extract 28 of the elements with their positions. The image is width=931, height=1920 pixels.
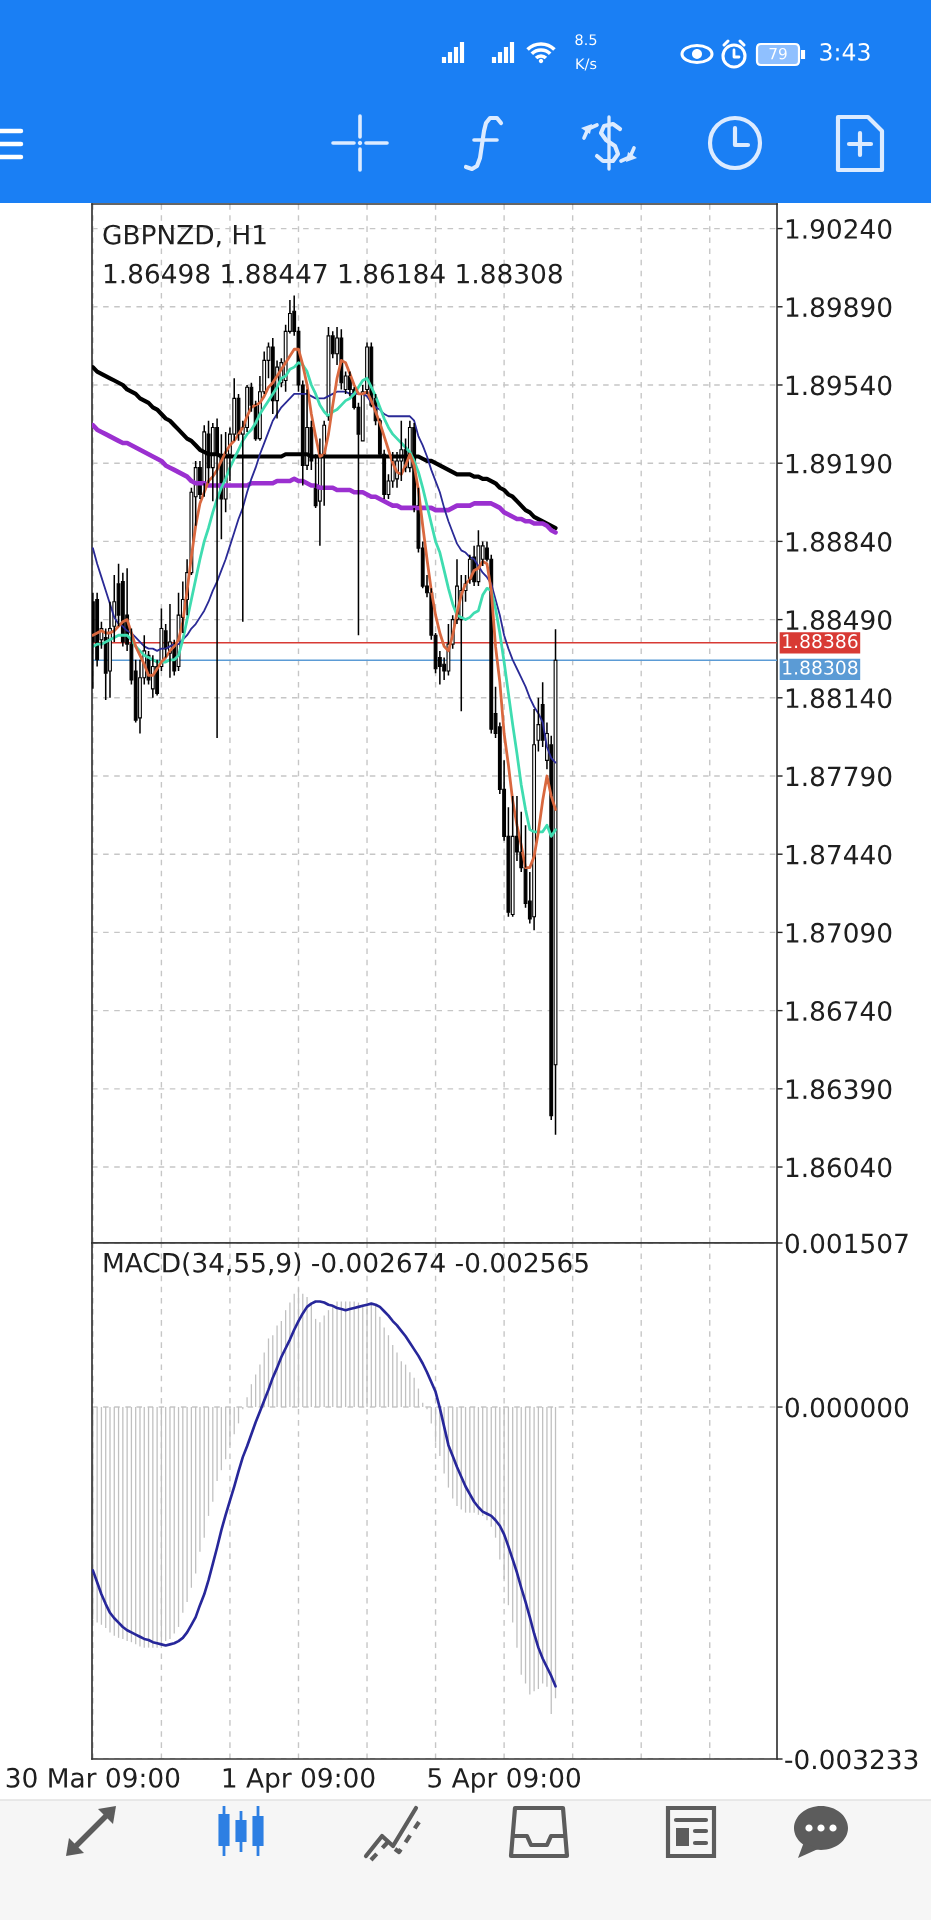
y-tick-label: 1.87090 — [786, 922, 892, 943]
y-tick-label: 1.86040 — [786, 1157, 892, 1178]
y-tick-label: 1.89540 — [786, 375, 892, 396]
text: GBPNZD, H1 — [103, 224, 266, 248]
text: K/s — [576, 58, 597, 71]
y-tick-label: 1.88840 — [786, 531, 892, 552]
text: 1.86498 1.88447 1.86184 1.88308 — [104, 263, 562, 284]
x-tick-label: 5 Apr 09:00 — [428, 1767, 580, 1793]
y-tick-label: 1.87790 — [786, 766, 892, 787]
y-tick-label: -0.003233 — [785, 1749, 918, 1770]
y-tick-label: 0.001507 — [785, 1233, 908, 1254]
text: 79 — [769, 47, 787, 60]
y-tick-label: 1.89890 — [786, 297, 892, 318]
ref-line-label: 1.88386 — [783, 634, 858, 649]
y-tick-label: 1.86740 — [786, 1001, 892, 1022]
y-tick-label: 1.90240 — [786, 219, 892, 239]
y-tick-label: 0.000000 — [785, 1397, 909, 1418]
y-tick-label: 1.87440 — [786, 844, 892, 865]
chart-title: MACD(34,55,9) -0.002674 -0.002565 — [104, 1252, 588, 1276]
x-tick-label: 1 Apr 09:00 — [223, 1767, 375, 1793]
x-tick-label: 30 Mar 09:00 — [6, 1767, 180, 1788]
y-tick-label: 1.88140 — [786, 688, 892, 709]
y-tick-label: 1.89190 — [786, 453, 892, 474]
ref-line-label: 1.88308 — [783, 660, 858, 675]
text: 3:43 — [820, 42, 870, 61]
y-tick-label: 1.86390 — [786, 1079, 892, 1100]
y-tick-label: 1.88490 — [786, 610, 892, 630]
text: 8.5 — [575, 34, 597, 46]
